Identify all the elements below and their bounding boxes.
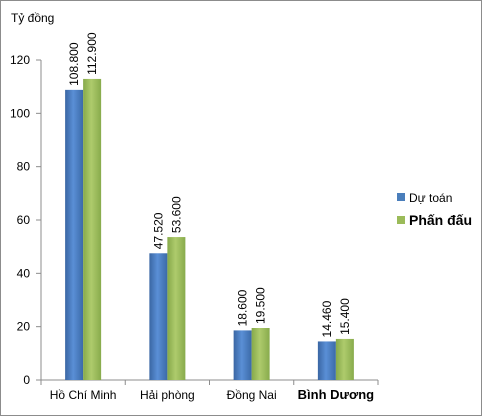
bar-du-toan [149,253,168,380]
bar-phan-dau [167,237,186,380]
bar-phan-dau [251,328,270,380]
category-label: Bình Dương [298,387,374,402]
data-label: 108.800 [67,42,81,86]
bar-phan-dau [335,338,354,380]
bar-du-toan [65,89,84,380]
bar-du-toan [233,330,252,380]
legend-label: Phấn đấu [409,212,472,228]
data-label: 53.600 [169,196,183,233]
y-tick-label: 120 [10,53,30,67]
data-label: 18.600 [236,289,250,326]
bar-phan-dau [83,78,102,380]
data-label: 47.520 [151,212,165,249]
legend: Dự toán Phấn đấu [397,191,472,228]
y-tick-label: 80 [17,160,31,174]
data-label: 14.460 [320,300,334,337]
legend-swatch [397,193,405,201]
data-label: 15.400 [338,298,352,335]
category-label: Hải phòng [140,388,195,402]
legend-swatch [397,216,405,224]
legend-label: Dự toán [409,191,452,205]
y-tick-label: 20 [17,320,31,334]
y-tick-label: 40 [17,266,31,280]
y-tick-label: 100 [10,106,30,120]
bar-du-toan [317,341,336,380]
y-axis-label: Tỷ đồng [11,11,54,25]
category-label: Đồng Nai [227,388,277,402]
category-label: Hồ Chí Minh [50,388,117,402]
y-tick-label: 0 [23,373,30,387]
y-tick-label: 60 [17,213,31,227]
data-label: 19.500 [254,287,268,324]
data-label: 112.900 [85,32,99,75]
